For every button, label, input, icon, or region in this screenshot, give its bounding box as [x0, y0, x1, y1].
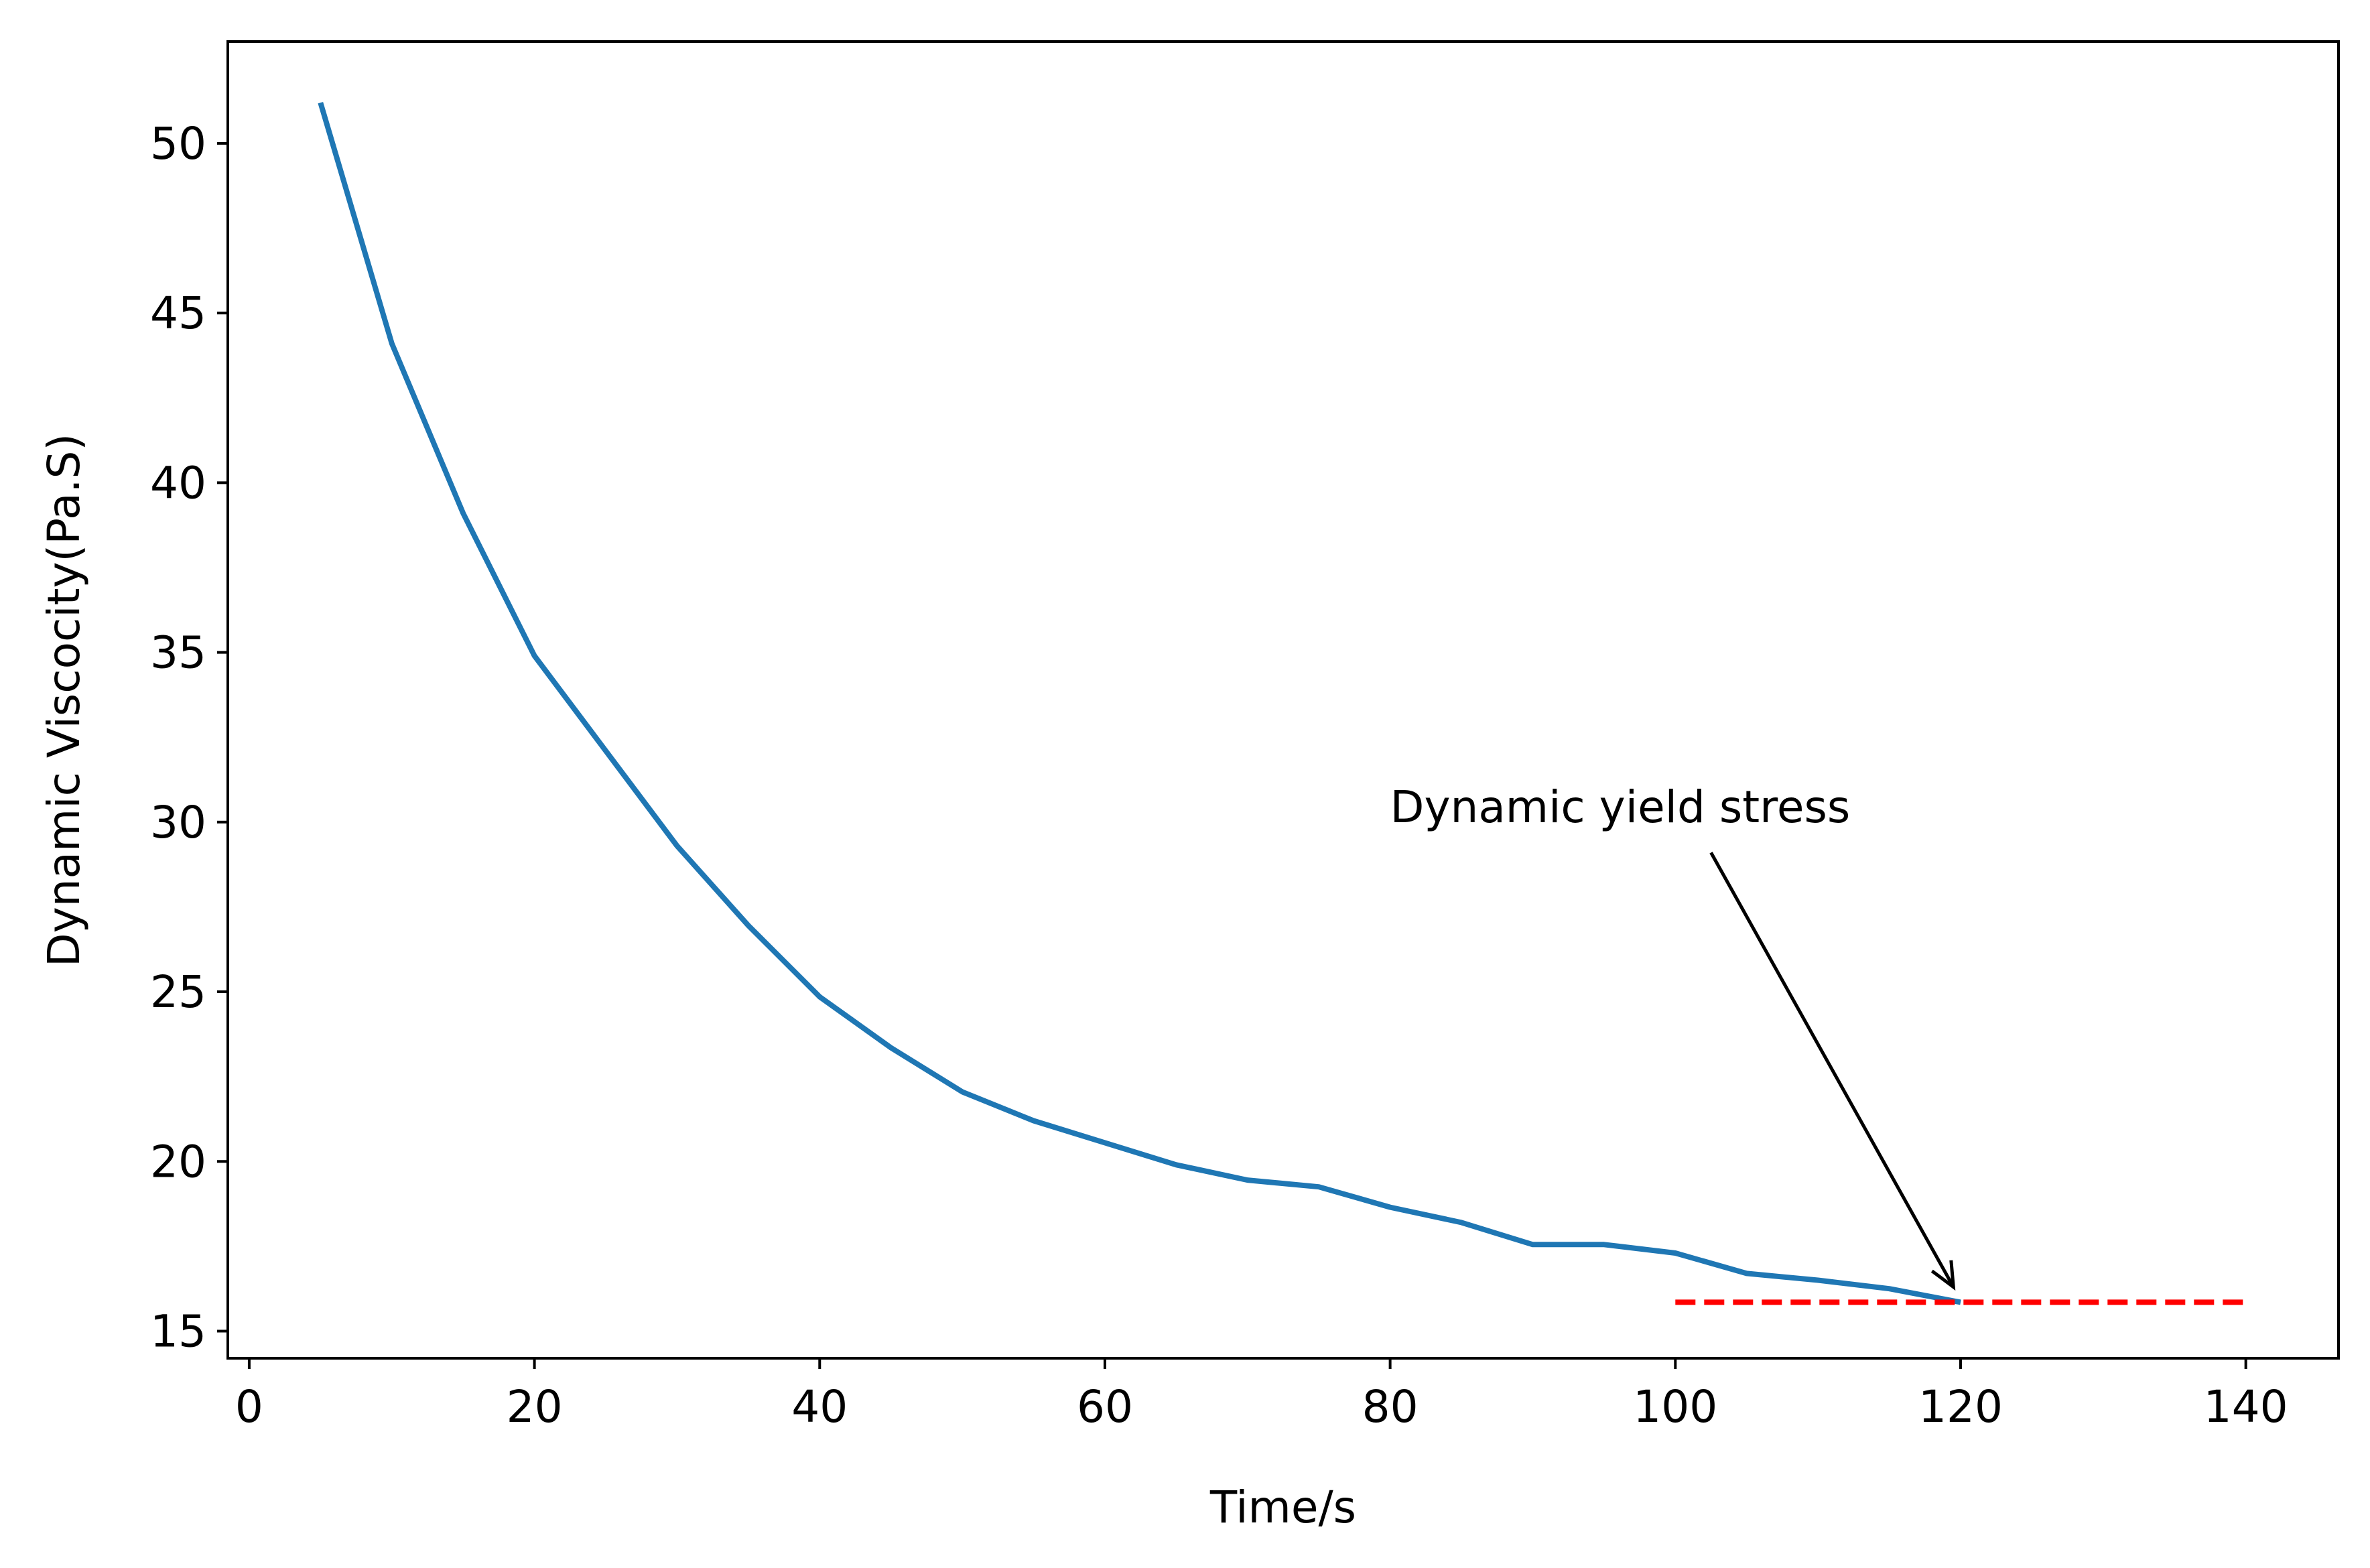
- annotation-layer: Dynamic yield stress: [1390, 781, 1956, 1291]
- x-tick-label: 20: [507, 1381, 563, 1433]
- y-tick-label: 35: [150, 627, 206, 679]
- x-tick-label: 60: [1077, 1381, 1133, 1433]
- plot-frame: [226, 40, 2340, 1360]
- axes-layer: 0 20 40 60 80 100 120 140 15 20 25 30 35 40 45 50: [150, 118, 2288, 1433]
- x-tick-label: 100: [1633, 1381, 1717, 1433]
- x-tick-label: 120: [1918, 1381, 2003, 1433]
- x-tick-label: 140: [2204, 1381, 2288, 1433]
- plot-background: [228, 42, 2339, 1358]
- x-tick-label: 40: [791, 1381, 848, 1433]
- annotation-arrow-head: [1930, 1260, 1956, 1291]
- y-tick-label: 25: [150, 966, 206, 1018]
- y-axis-title: Dynamic Viscocity(Pa.S): [38, 434, 90, 967]
- viscosity-series-line: [318, 102, 1961, 1305]
- y-tick-label: 20: [150, 1136, 206, 1187]
- marks-layer: [318, 102, 2246, 1305]
- y-tick-label: 30: [150, 797, 206, 848]
- y-tick-label: 15: [150, 1305, 206, 1357]
- x-tick-label: 0: [235, 1381, 263, 1433]
- annotation-label: Dynamic yield stress: [1390, 781, 1851, 833]
- y-tick-label: 45: [150, 287, 206, 339]
- y-tick-label: 40: [150, 457, 206, 509]
- annotation-arrow-shaft: [1709, 852, 1955, 1288]
- y-tick-label: 50: [150, 118, 206, 170]
- x-axis-title: Time/s: [1209, 1482, 1356, 1533]
- x-tick-label: 80: [1362, 1381, 1419, 1433]
